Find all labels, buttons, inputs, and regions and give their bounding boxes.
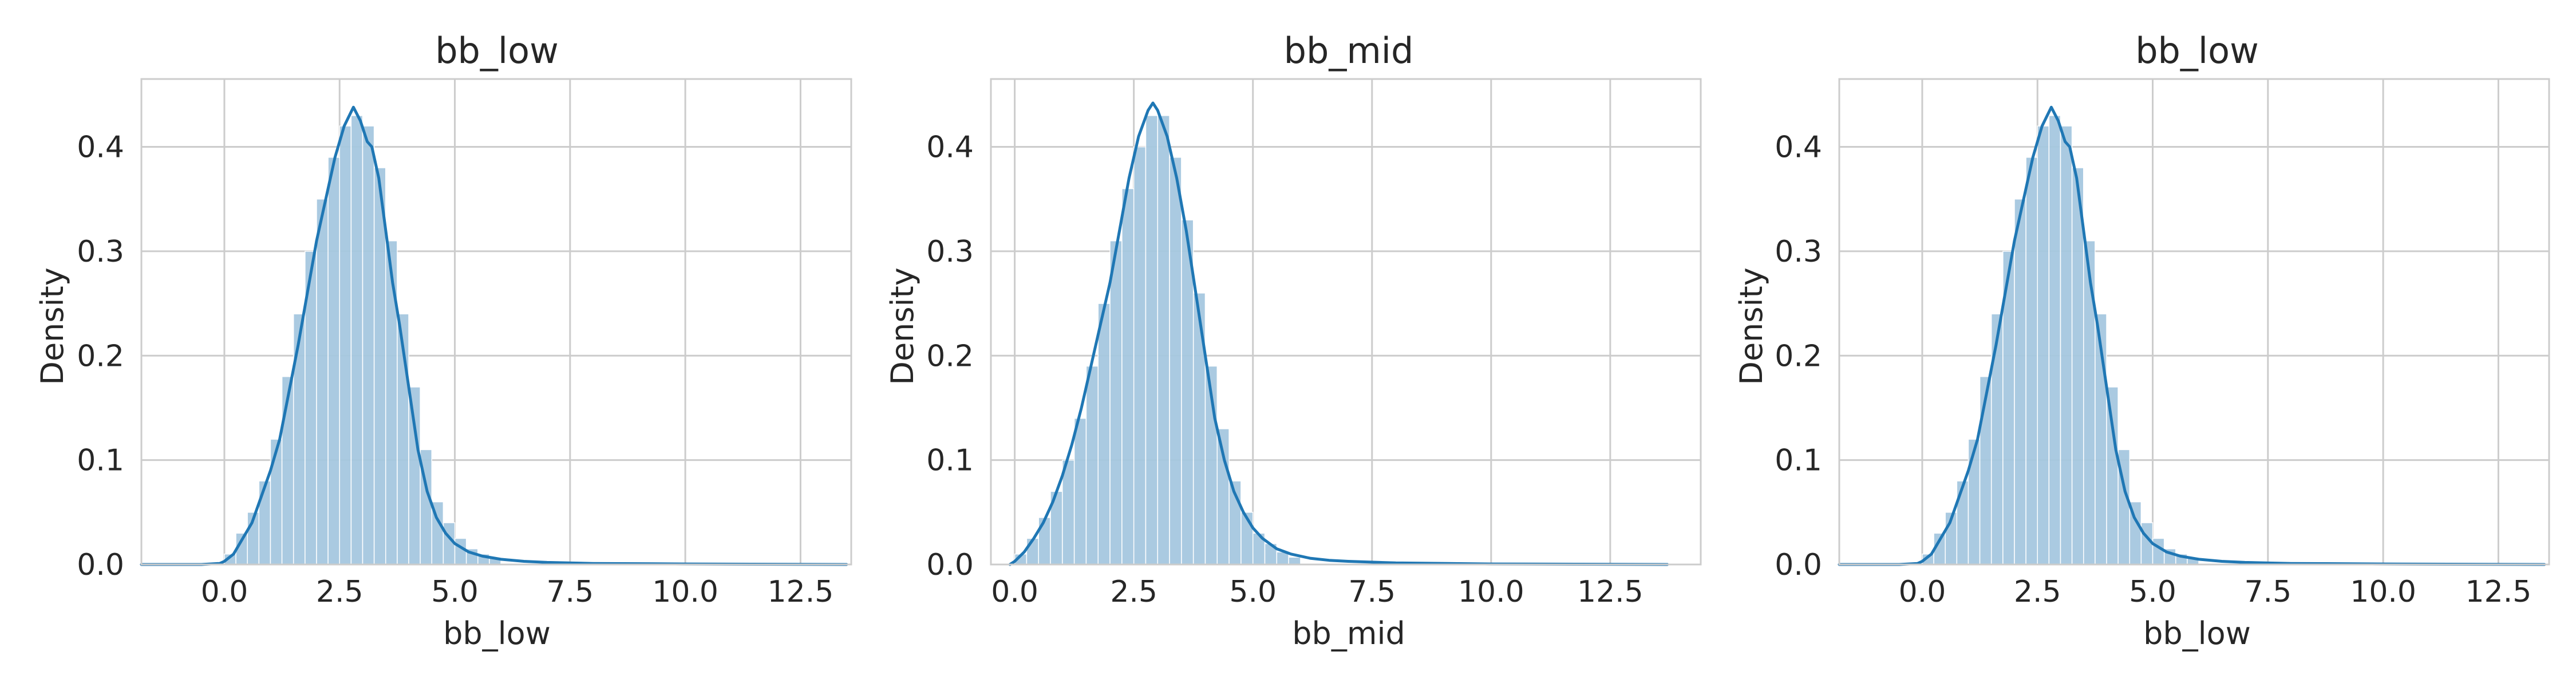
y-tick-label: 0.0 (1775, 548, 1822, 582)
histogram-bar (327, 157, 340, 565)
y-tick-label: 0.3 (926, 235, 974, 269)
histogram-bar (1192, 293, 1206, 565)
subplot-3: bb_low bb_low Density 0.0 2.5 5.0 7.5 10.0 12… (1733, 30, 2550, 652)
histogram-bar (1288, 556, 1301, 565)
x-tick-label: 2.5 (2014, 575, 2061, 609)
histogram-bar (408, 386, 421, 565)
x-tick-label: 5.0 (2129, 575, 2176, 609)
plot-area: 0.0 2.5 5.0 7.5 10.0 12.5 0.0 0.1 0.2 0.3 0.4 (77, 78, 852, 609)
y-tick-label: 0.4 (926, 131, 974, 165)
histogram-bar (362, 125, 375, 565)
subplot-1: bb_low bb_low Density 0.0 2.5 5.0 7.5 10.0 12… (34, 30, 852, 652)
plot-frame (990, 78, 1702, 566)
x-tick-label: 0.0 (991, 575, 1038, 609)
chart-title: bb_low (435, 30, 559, 72)
kde-line (1838, 105, 2546, 566)
plot-frame (1838, 78, 2550, 566)
histogram-bar (1133, 146, 1147, 565)
x-tick-label: 7.5 (546, 575, 594, 609)
y-tick-label: 0.1 (77, 444, 124, 478)
histogram-bar (2014, 198, 2026, 565)
y-tick-label: 0.1 (926, 444, 974, 478)
x-tick-label: 0.0 (1899, 575, 1946, 609)
y-tick-label: 0.4 (77, 131, 124, 165)
x-axis-label: bb_low (2143, 615, 2251, 652)
y-axis-label: Density (884, 267, 920, 385)
chart-title: bb_mid (1284, 30, 1414, 72)
y-axis-label: Density (1733, 267, 1769, 385)
histogram-bar (2037, 125, 2050, 565)
x-tick-label: 10.0 (1458, 575, 1524, 609)
histogram-bar (1169, 157, 1182, 565)
y-tick-label: 0.2 (926, 339, 974, 373)
histogram-bar (1145, 115, 1159, 565)
y-tick-label: 0.3 (77, 235, 124, 269)
histogram-bar (1109, 240, 1123, 565)
histogram-bar (1990, 313, 2004, 565)
y-tick-label: 0.3 (1775, 235, 1822, 269)
histogram-bar (2106, 386, 2119, 565)
x-tick-label: 2.5 (1110, 575, 1157, 609)
histogram-bar (1967, 439, 1981, 565)
histogram-bar (1097, 303, 1111, 565)
plot-area: 0.0 2.5 5.0 7.5 10.0 12.5 0.0 0.1 0.2 0.3 0.4 (926, 78, 1702, 609)
histogram-bar (2152, 538, 2165, 565)
histogram-bar (270, 439, 283, 565)
x-tick-label: 7.5 (1348, 575, 1396, 609)
histogram-bar (316, 198, 329, 565)
histogram-bar (1038, 517, 1051, 565)
x-tick-label: 12.5 (1577, 575, 1643, 609)
histogram-bar (2083, 240, 2096, 565)
chart-title: bb_low (2135, 30, 2259, 72)
y-tick-label: 0.2 (77, 339, 124, 373)
histogram-bar (1157, 115, 1170, 565)
y-axis-label: Density (34, 267, 70, 385)
histogram-bar (2025, 157, 2038, 565)
plot-frame (140, 78, 852, 566)
x-tick-label: 5.0 (1229, 575, 1277, 609)
x-tick-label: 12.5 (768, 575, 834, 609)
subplot-2: bb_mid bb_mid Density 0.0 2.5 5.0 7.5 10.0 12… (884, 30, 1702, 652)
histogram-bar (2048, 115, 2061, 565)
y-tick-label: 0.1 (1775, 444, 1822, 478)
histogram-bar (1121, 188, 1135, 565)
histogram-bar (293, 313, 306, 565)
y-tick-label: 0.4 (1775, 131, 1822, 165)
histogram-bar (350, 115, 364, 565)
histogram-bar (2060, 125, 2073, 565)
y-tick-label: 0.0 (77, 548, 124, 582)
x-tick-label: 10.0 (652, 575, 718, 609)
histogram-bar (339, 125, 352, 565)
x-tick-label: 5.0 (431, 575, 479, 609)
x-axis-label: bb_low (443, 615, 551, 652)
histogram-bar (1956, 480, 1969, 565)
plot-area: 0.0 2.5 5.0 7.5 10.0 12.5 0.0 0.1 0.2 0.3 0.4 (1775, 78, 2550, 609)
x-tick-label: 7.5 (2244, 575, 2291, 609)
y-tick-label: 0.2 (1775, 339, 1822, 373)
histogram-bar (1062, 459, 1075, 565)
kde-line (1008, 101, 1669, 566)
x-axis-label: bb_mid (1292, 615, 1405, 652)
histogram-bar (1073, 417, 1087, 565)
x-tick-label: 2.5 (316, 575, 364, 609)
x-tick-label: 10.0 (2350, 575, 2416, 609)
histogram-bar (1085, 365, 1099, 565)
histogram-bar (454, 538, 467, 565)
x-tick-label: 0.0 (201, 575, 248, 609)
y-tick-label: 0.0 (926, 548, 974, 582)
histogram-bar (258, 480, 271, 565)
x-tick-label: 12.5 (2466, 575, 2532, 609)
histogram-bar (385, 240, 398, 565)
kde-line (140, 105, 848, 566)
